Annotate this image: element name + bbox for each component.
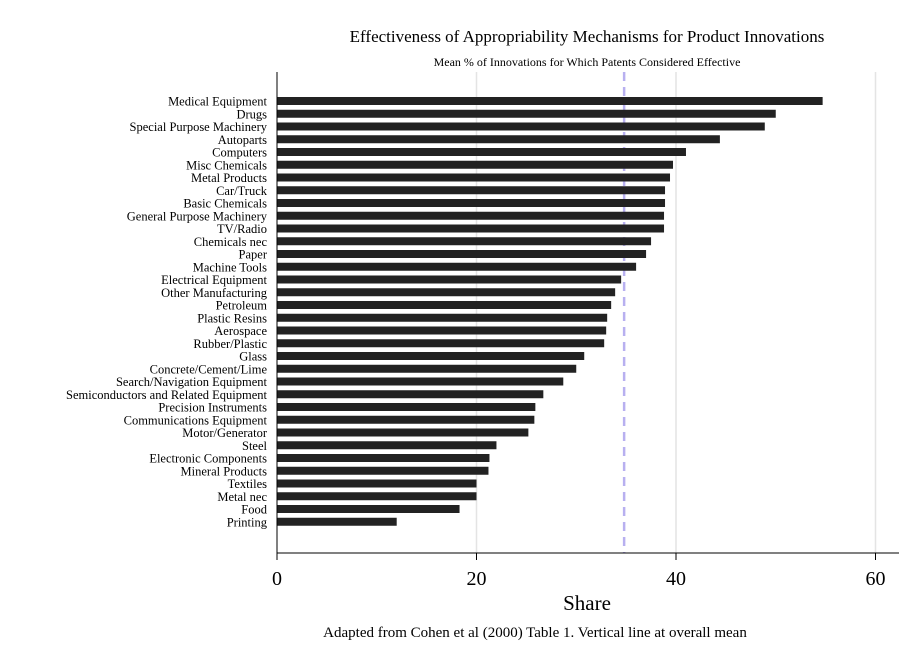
bar-29 xyxy=(277,467,488,475)
bar-9 xyxy=(277,212,664,220)
bar-33 xyxy=(277,518,397,526)
bar-27 xyxy=(277,441,496,449)
bar-17 xyxy=(277,314,607,322)
bar-25 xyxy=(277,416,534,424)
bar-3 xyxy=(277,135,720,143)
bar-16 xyxy=(277,301,611,309)
bar-8 xyxy=(277,199,665,207)
bar-15 xyxy=(277,288,615,296)
chart-title: Effectiveness of Appropriability Mechani… xyxy=(350,27,825,46)
bar-23 xyxy=(277,390,543,398)
bar-21 xyxy=(277,365,576,373)
x-tick-label-1: 20 xyxy=(467,568,487,590)
bar-7 xyxy=(277,186,665,194)
source-note: Adapted from Cohen et al (2000) Table 1.… xyxy=(323,625,747,641)
bar-26 xyxy=(277,429,528,437)
bar-28 xyxy=(277,454,489,462)
bar-12 xyxy=(277,250,646,258)
bar-30 xyxy=(277,480,477,488)
x-tick-label-3: 60 xyxy=(866,568,886,590)
bar-5 xyxy=(277,161,673,169)
bar-31 xyxy=(277,492,477,500)
bar-13 xyxy=(277,263,636,271)
bar-22 xyxy=(277,378,563,386)
bar-20 xyxy=(277,352,584,360)
bar-1 xyxy=(277,110,776,118)
bar-10 xyxy=(277,225,664,233)
bar-11 xyxy=(277,237,651,245)
bar-0 xyxy=(277,97,823,105)
bar-19 xyxy=(277,339,604,347)
chart-subtitle: Mean % of Innovations for Which Patents … xyxy=(434,55,741,69)
bars xyxy=(277,97,823,526)
x-tick-label-0: 0 xyxy=(272,568,282,590)
bar-2 xyxy=(277,123,765,131)
x-tick-label-2: 40 xyxy=(666,568,686,590)
bar-24 xyxy=(277,403,535,411)
x-axis-label: Share xyxy=(563,591,611,615)
grid-lines xyxy=(477,72,876,553)
category-label-33: Printing xyxy=(227,515,268,529)
bar-6 xyxy=(277,174,670,182)
category-labels: Medical EquipmentDrugsSpecial Purpose Ma… xyxy=(66,95,268,530)
bar-14 xyxy=(277,276,621,284)
bar-4 xyxy=(277,148,686,156)
bar-32 xyxy=(277,505,460,513)
bar-18 xyxy=(277,327,606,335)
